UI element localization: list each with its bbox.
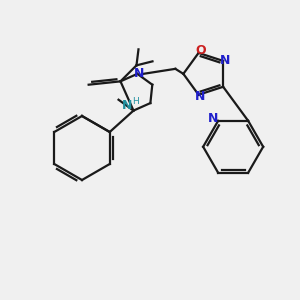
Text: N: N — [134, 67, 145, 80]
Text: N: N — [220, 54, 230, 68]
Text: N: N — [195, 90, 206, 103]
Text: O: O — [195, 44, 206, 57]
Text: N: N — [208, 112, 218, 125]
Text: H: H — [132, 97, 139, 106]
Text: N: N — [122, 99, 133, 112]
